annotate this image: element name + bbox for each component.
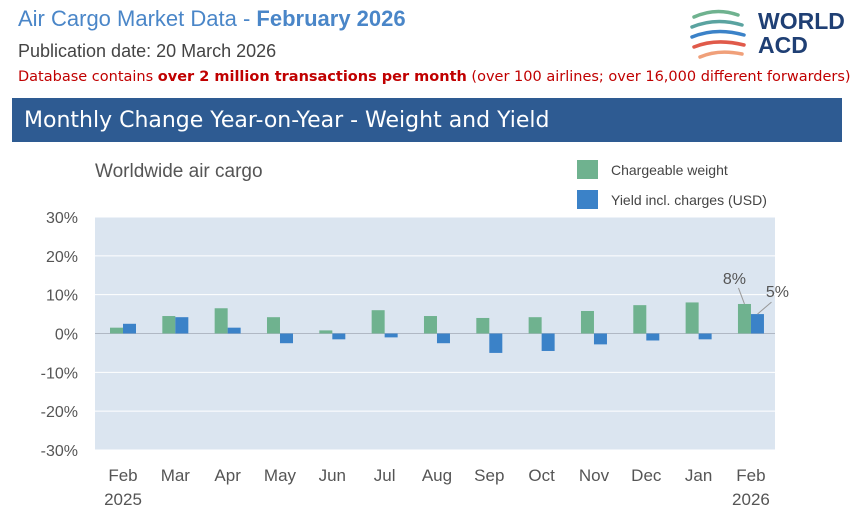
title-period: February 2026 <box>256 6 406 31</box>
x-tick-label: Feb <box>736 466 765 485</box>
yield-bar <box>436 333 450 344</box>
x-tick-label: Aug <box>422 466 452 485</box>
weight-bar <box>214 308 228 334</box>
annotation-leader <box>737 287 745 305</box>
x-tick-label: Mar <box>161 466 191 485</box>
title-prefix: Air Cargo Market Data - <box>18 6 257 31</box>
db-bold: over 2 million transactions per month <box>157 69 467 85</box>
x-tick-label: May <box>264 466 297 485</box>
y-tick-label: -20% <box>41 404 78 421</box>
x-year-label: 2026 <box>732 490 770 509</box>
y-tick-label: 30% <box>46 210 78 227</box>
publication-date: Publication date: 20 March 2026 <box>18 41 277 61</box>
db-prefix: Database contains <box>18 69 158 85</box>
weight-bar <box>319 330 333 334</box>
y-tick-label: 20% <box>46 249 78 266</box>
x-tick-label: Sep <box>474 466 504 485</box>
data-label-yield: 5% <box>766 284 789 301</box>
chart-title: Worldwide air cargo <box>95 161 263 182</box>
weight-bar <box>266 317 280 334</box>
y-tick-label: 0% <box>55 327 78 344</box>
weight-bar <box>162 316 176 334</box>
weight-bar <box>580 310 594 334</box>
y-tick-label: -30% <box>41 443 78 460</box>
x-tick-label: Nov <box>579 466 610 485</box>
annotation-leader <box>757 301 772 315</box>
yield-bar <box>123 323 136 334</box>
yield-bar <box>175 317 189 334</box>
yield-bar <box>227 327 241 334</box>
db-suffix: (over 100 airlines; over 16,000 differen… <box>466 69 851 85</box>
x-tick-label: Feb <box>108 466 137 485</box>
yield-bar <box>384 333 398 338</box>
logo-wordmark: WORLD ACD <box>758 9 845 57</box>
yield-bar <box>593 333 607 345</box>
yield-bar <box>698 333 712 340</box>
yield-bar <box>750 314 764 334</box>
x-tick-label: Dec <box>631 466 662 485</box>
legend-label: Chargeable weight <box>611 162 728 178</box>
logo-line2: ACD <box>758 32 808 58</box>
banner-title: Monthly Change Year-on-Year - Weight and… <box>24 108 550 133</box>
weight-bar <box>371 310 385 334</box>
weight-bar <box>110 327 123 334</box>
x-year-label: 2025 <box>104 490 142 509</box>
y-tick-label: -10% <box>41 365 78 382</box>
page-title: Air Cargo Market Data - February 2026 <box>18 6 406 32</box>
x-tick-label: Jul <box>374 466 396 485</box>
yield-bar <box>646 333 660 341</box>
weight-bar <box>528 317 542 334</box>
section-banner: Monthly Change Year-on-Year - Weight and… <box>12 98 842 142</box>
weight-bar <box>685 302 699 334</box>
weight-bar <box>633 305 647 334</box>
yoy-chart: 30% 20% 10% 0% -10% -20% -30% Worldwide air car… <box>41 160 789 509</box>
logo-line1: WORLD <box>758 8 845 34</box>
y-tick-label: 10% <box>46 288 78 305</box>
legend-swatch <box>577 190 598 209</box>
x-tick-label: Jan <box>685 466 712 485</box>
worldacd-logo-icon <box>690 9 746 59</box>
x-tick-label: Jun <box>319 466 346 485</box>
data-label-weight: 8% <box>723 271 746 288</box>
legend-swatch <box>577 160 598 179</box>
x-tick-label: Apr <box>214 466 241 485</box>
database-note: Database contains over 2 million transac… <box>18 69 851 85</box>
yield-bar <box>279 333 293 344</box>
legend-label: Yield incl. charges (USD) <box>611 192 767 208</box>
yield-bar <box>489 333 503 353</box>
weight-bar <box>737 303 751 334</box>
weight-bar <box>476 317 490 334</box>
yield-bar <box>541 333 555 351</box>
x-tick-label: Oct <box>528 466 555 485</box>
weight-bar <box>423 316 437 334</box>
yield-bar <box>332 333 346 340</box>
